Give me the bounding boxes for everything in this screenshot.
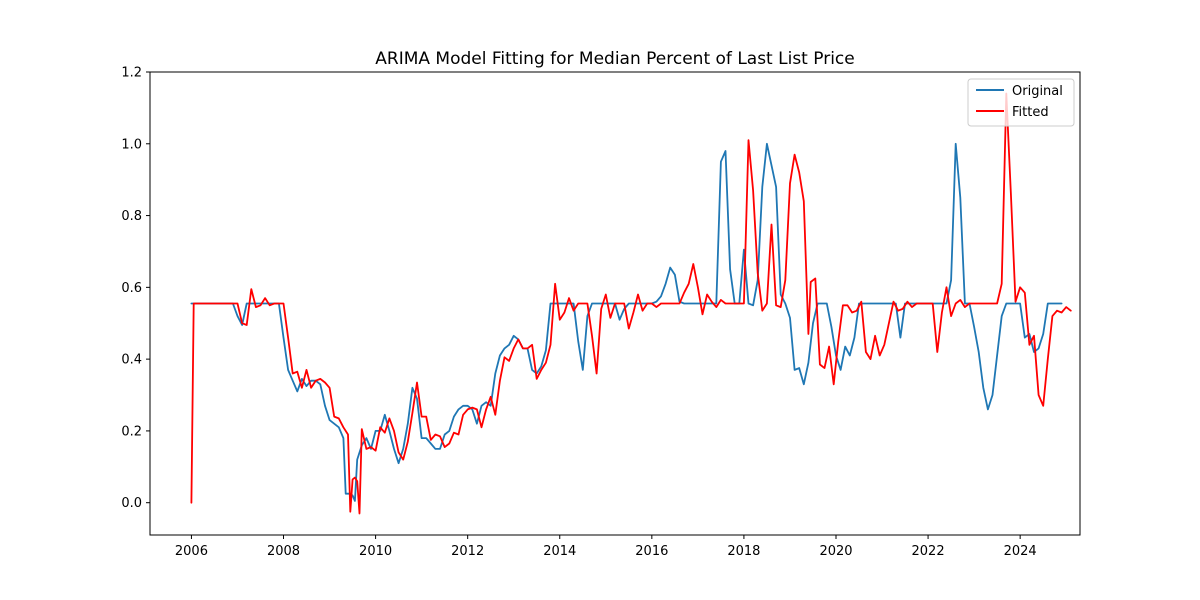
series-layer bbox=[190, 92, 1072, 515]
y-axis: 0.0 0.2 0.4 0.6 0.8 1.0 1.2 bbox=[121, 66, 150, 511]
x-tick-label: 2022 bbox=[912, 544, 945, 559]
series-line-fitted bbox=[190, 92, 1072, 515]
x-tick-label: 2018 bbox=[727, 544, 760, 559]
legend-label-fitted: Fitted bbox=[1012, 105, 1049, 120]
y-tick-label: 1.2 bbox=[121, 66, 142, 81]
y-tick-label: 0.6 bbox=[121, 281, 142, 296]
x-tick-label: 2016 bbox=[635, 544, 668, 559]
x-tick-label: 2012 bbox=[451, 544, 484, 559]
y-tick-label: 0.0 bbox=[121, 496, 142, 511]
chart-title: ARIMA Model Fitting for Median Percent o… bbox=[375, 49, 854, 69]
x-tick-label: 2010 bbox=[359, 544, 392, 559]
axes-frame bbox=[149, 71, 1081, 536]
x-axis: 2006 2008 2010 2012 2014 2016 2018 2020 2022 2024 bbox=[175, 535, 1037, 559]
y-tick-label: 1.0 bbox=[121, 137, 142, 152]
x-tick-label: 2008 bbox=[267, 544, 300, 559]
x-tick-label: 2020 bbox=[819, 544, 852, 559]
plot-area bbox=[149, 71, 1081, 536]
legend: Original Fitted bbox=[967, 78, 1075, 127]
x-tick-label: 2014 bbox=[543, 544, 576, 559]
legend-label-original: Original bbox=[1012, 84, 1063, 99]
y-tick-label: 0.2 bbox=[121, 424, 142, 439]
x-tick-label: 2024 bbox=[1004, 544, 1037, 559]
x-tick-label: 2006 bbox=[175, 544, 208, 559]
y-tick-label: 0.8 bbox=[121, 209, 142, 224]
y-tick-label: 0.4 bbox=[121, 353, 142, 368]
